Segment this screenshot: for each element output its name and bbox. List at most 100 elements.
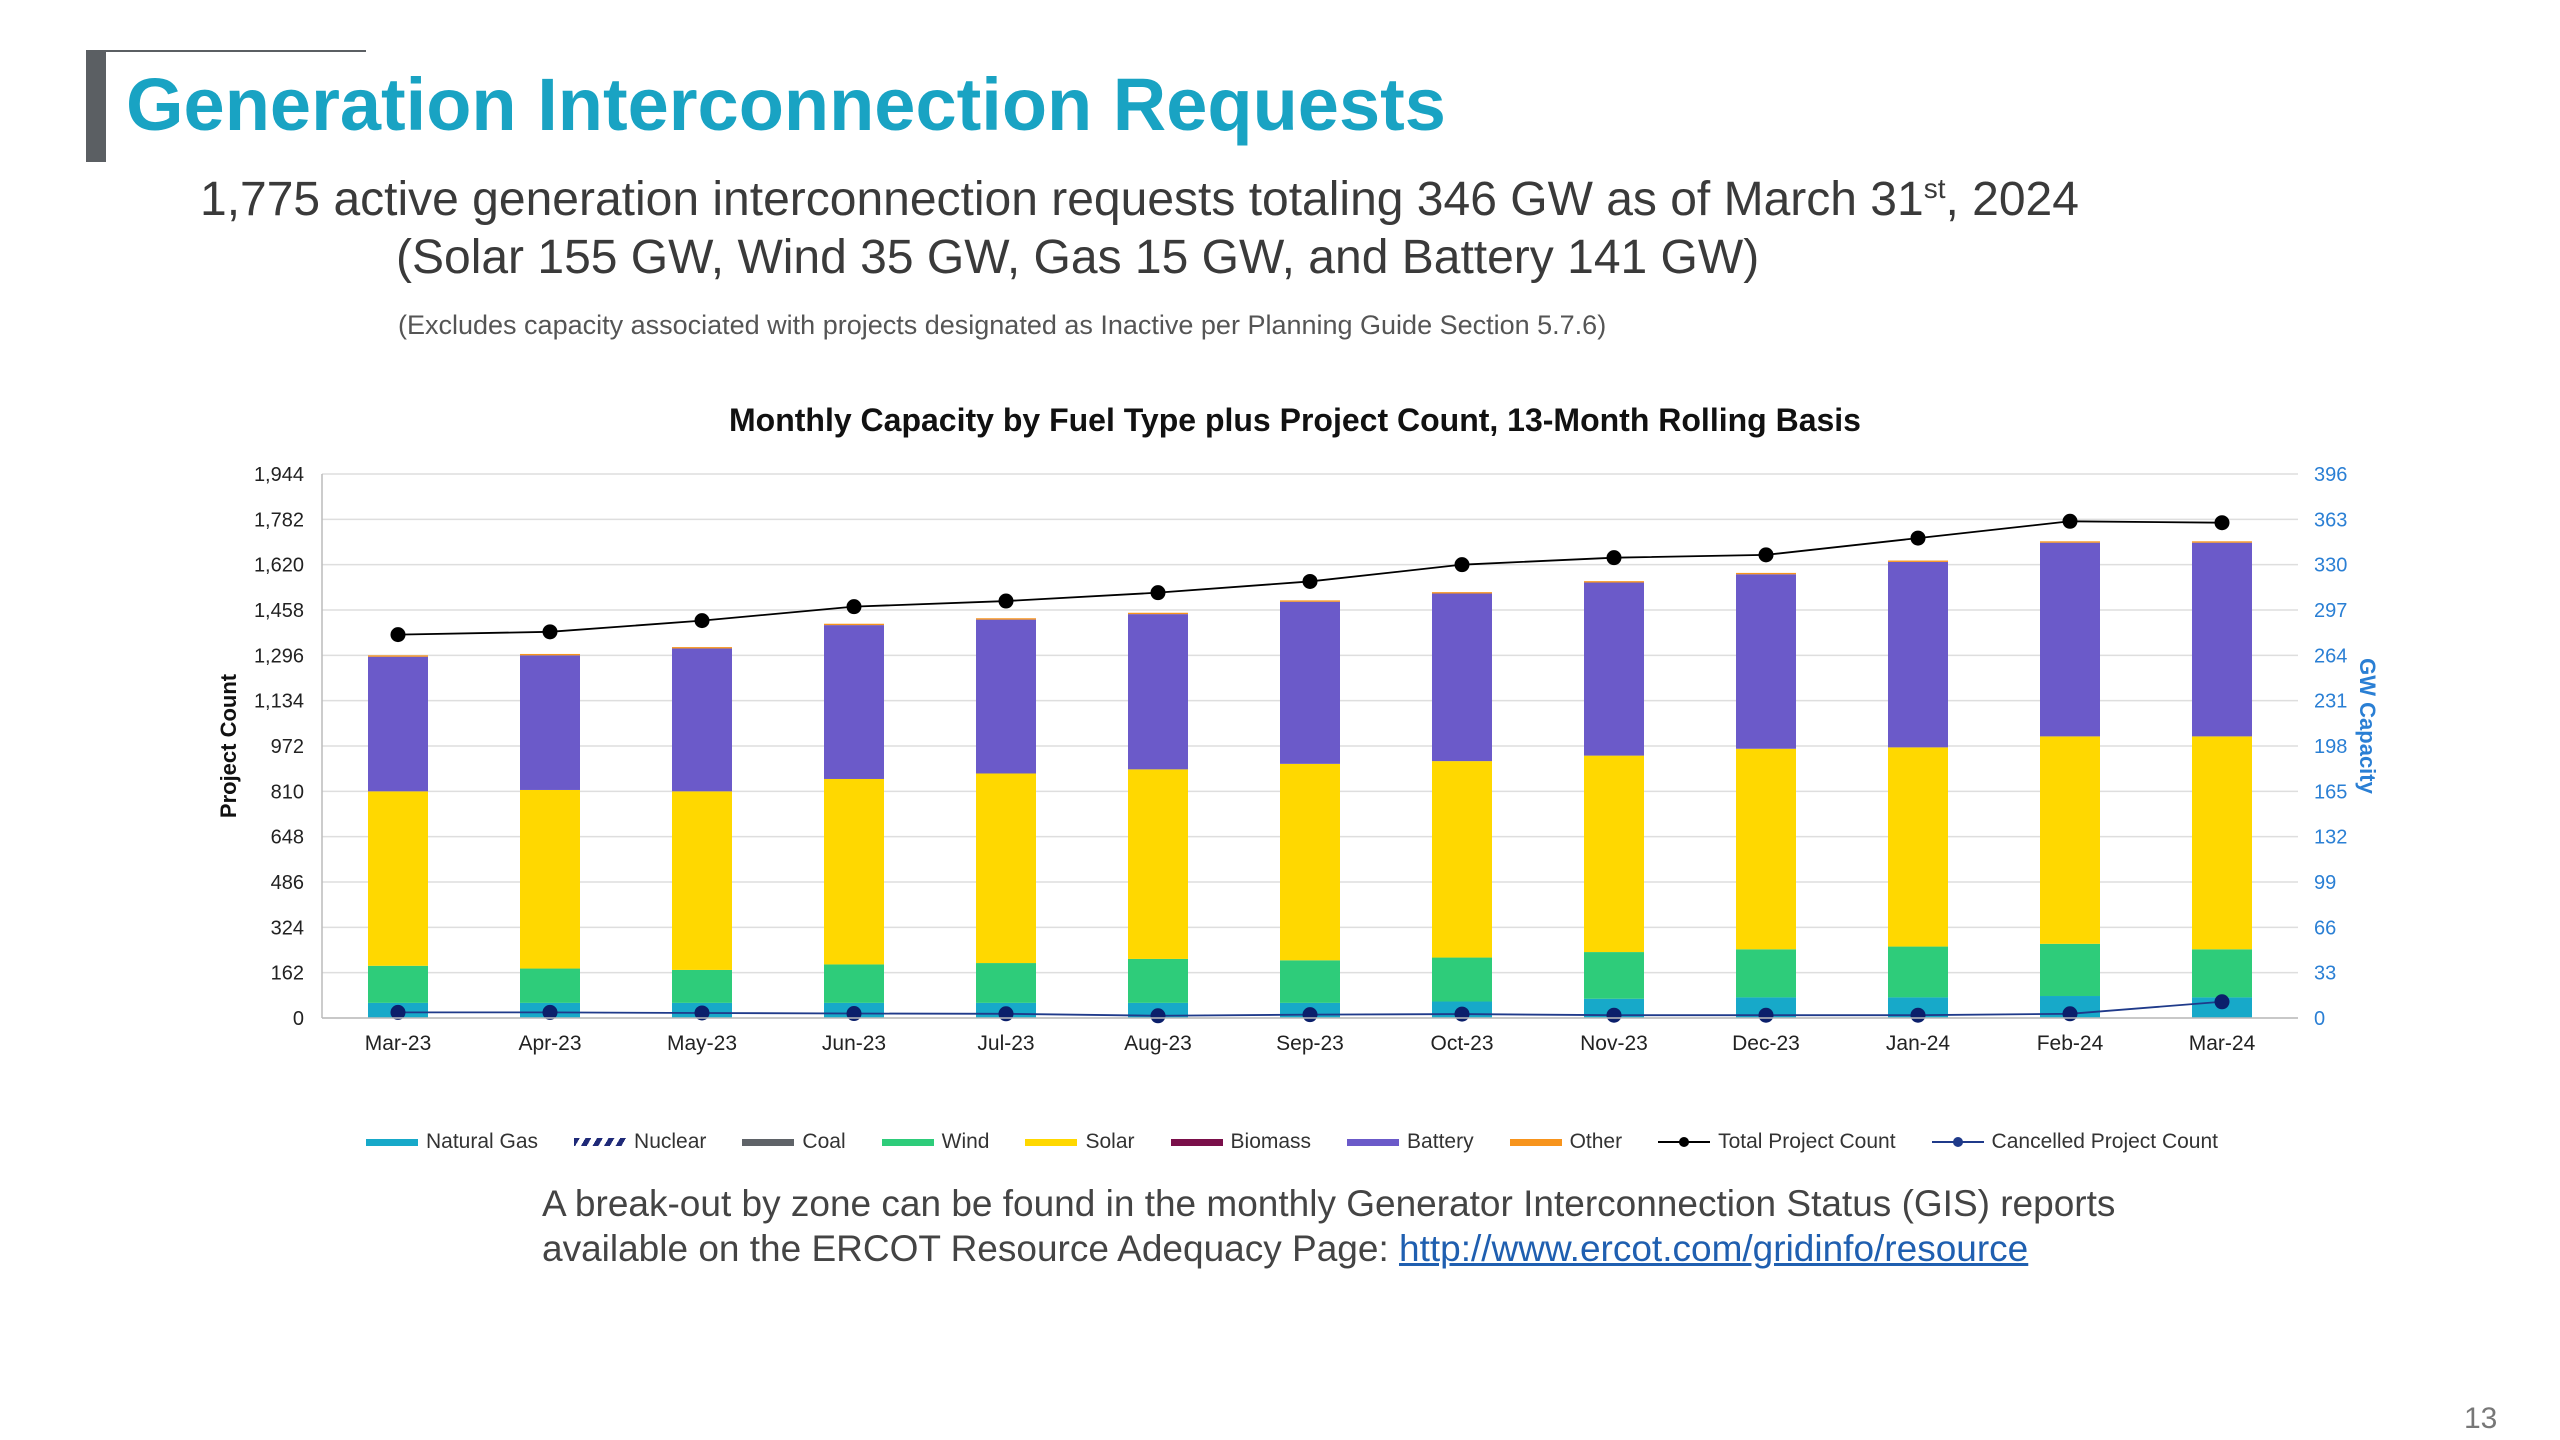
legend-item-cancelled-project-count: Cancelled Project Count: [1931, 1130, 2218, 1154]
point-cancelled-project-count: [1302, 1007, 1318, 1023]
bottom-note-line-1: A break-out by zone can be found in the …: [542, 1183, 2116, 1224]
legend-label: Coal: [802, 1130, 846, 1153]
y-tick-label: 324: [271, 917, 304, 939]
bar-other: [1432, 592, 1492, 594]
point-total-project-count: [1150, 585, 1166, 601]
bar-battery: [976, 619, 1036, 774]
x-tick-label: Oct-23: [1430, 1032, 1493, 1055]
bar-natural-gas: [1736, 997, 1796, 1018]
legend-swatch: [1509, 1138, 1562, 1146]
legend-label: Battery: [1407, 1130, 1474, 1153]
title-rule: [86, 50, 366, 52]
legend-swatch: [742, 1138, 795, 1146]
y-tick-label: 1,134: [254, 691, 304, 713]
y-tick-label: 0: [293, 1008, 304, 1030]
point-cancelled-project-count: [542, 1004, 558, 1020]
x-tick-label: Jan-24: [1886, 1032, 1951, 1055]
y-tick-label: 972: [271, 736, 304, 758]
bar-solar: [1128, 769, 1188, 959]
legend-label: Biomass: [1230, 1130, 1312, 1153]
bottom-note-line-2: available on the ERCOT Resource Adequacy…: [542, 1228, 2028, 1270]
point-cancelled-project-count: [390, 1004, 406, 1020]
point-cancelled-project-count: [1606, 1007, 1622, 1023]
point-cancelled-project-count: [1454, 1006, 1470, 1022]
point-cancelled-project-count: [1150, 1008, 1166, 1024]
bar-wind: [1432, 957, 1492, 1002]
y2-tick-label: 0: [2314, 1008, 2325, 1030]
chart-title: Monthly Capacity by Fuel Type plus Proje…: [729, 402, 1861, 438]
legend-label: Total Project Count: [1718, 1130, 1896, 1153]
y2-tick-label: 33: [2314, 963, 2336, 985]
y2-tick-label: 99: [2314, 872, 2336, 894]
bar-wind: [672, 969, 732, 1003]
point-total-project-count: [2214, 515, 2230, 531]
x-tick-label: May-23: [667, 1032, 737, 1055]
bar-natural-gas: [1888, 997, 1948, 1018]
legend-label: Nuclear: [634, 1130, 707, 1153]
legend-swatch: [1931, 1135, 1984, 1149]
bar-battery: [1432, 593, 1492, 762]
y2-tick-label: 396: [2314, 464, 2347, 486]
bar-wind: [976, 963, 1036, 1003]
bar-other: [1280, 600, 1340, 602]
legend-item-solar: Solar: [1025, 1130, 1135, 1154]
legend-swatch: [1658, 1135, 1711, 1149]
point-cancelled-project-count: [2214, 994, 2230, 1010]
y2-tick-label: 363: [2314, 509, 2347, 531]
y2-tick-label: 198: [2314, 736, 2347, 758]
bar-wind: [368, 965, 428, 1003]
bar-solar: [1280, 763, 1340, 961]
legend-swatch: [1025, 1138, 1078, 1146]
legend-swatch: [881, 1138, 934, 1146]
bar-solar: [1432, 761, 1492, 958]
bar-other: [976, 618, 1036, 620]
y-tick-label: 1,944: [254, 464, 304, 486]
point-total-project-count: [2062, 513, 2078, 529]
legend-swatch: [574, 1138, 627, 1146]
bar-wind: [1888, 946, 1948, 998]
y-tick-label: 486: [271, 872, 304, 894]
point-total-project-count: [694, 613, 710, 629]
exclusion-note: (Excludes capacity associated with proje…: [398, 310, 1607, 340]
point-total-project-count: [1606, 550, 1622, 566]
x-tick-label: Feb-24: [2037, 1032, 2104, 1055]
legend-label: Solar: [1085, 1130, 1135, 1153]
subtitle-year: , 2024: [1945, 173, 2079, 226]
legend-label: Other: [1569, 1130, 1623, 1153]
bar-solar: [824, 778, 884, 965]
bar-solar: [672, 791, 732, 970]
bar-battery: [672, 648, 732, 792]
legend-item-nuclear: Nuclear: [574, 1130, 706, 1154]
bar-wind: [824, 964, 884, 1003]
resource-adequacy-link[interactable]: http://www.ercot.com/gridinfo/resource: [1399, 1228, 2029, 1269]
subtitle-line-1: 1,775 active generation interconnection …: [200, 172, 2079, 227]
point-total-project-count: [1910, 530, 1926, 546]
bar-battery: [1280, 601, 1340, 764]
bar-wind: [1736, 949, 1796, 998]
bar-solar: [368, 791, 428, 966]
x-tick-label: Jun-23: [822, 1032, 886, 1055]
bar-solar: [1736, 748, 1796, 950]
point-cancelled-project-count: [1910, 1007, 1926, 1023]
y-tick-label: 648: [271, 827, 304, 849]
y-tick-label: 162: [271, 963, 304, 985]
bar-other: [672, 647, 732, 649]
bar-battery: [824, 625, 884, 779]
bar-solar: [1888, 747, 1948, 947]
legend-label: Wind: [941, 1130, 990, 1153]
legend-item-natural-gas: Natural Gas: [366, 1130, 538, 1154]
x-tick-label: Apr-23: [518, 1032, 581, 1055]
y2-axis-label: GW Capacity: [2355, 658, 2380, 794]
y-tick-label: 1,296: [254, 645, 304, 667]
bar-battery: [1736, 574, 1796, 749]
bar-other: [520, 653, 580, 656]
page-title: Generation Interconnection Requests: [126, 63, 1446, 146]
title-accent-bar: [86, 52, 106, 162]
bar-wind: [1280, 960, 1340, 1003]
legend-swatch: [1347, 1138, 1400, 1146]
bar-other: [2192, 541, 2252, 543]
legend-item-other: Other: [1509, 1130, 1623, 1154]
point-total-project-count: [1454, 557, 1470, 573]
point-cancelled-project-count: [694, 1005, 710, 1021]
